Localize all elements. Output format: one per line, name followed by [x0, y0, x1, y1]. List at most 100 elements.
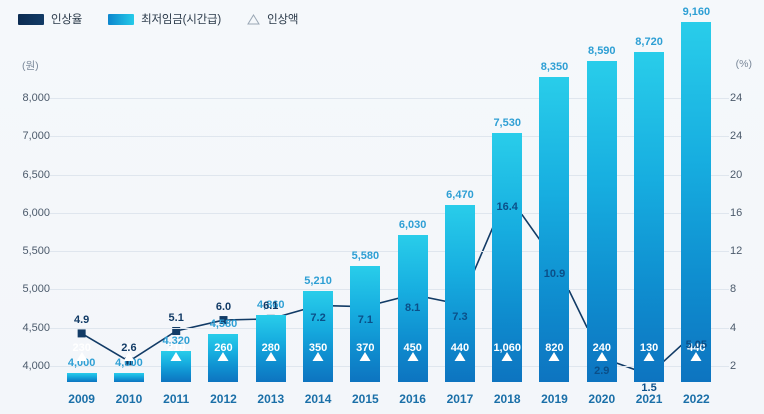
increase-caret-icon — [312, 348, 324, 366]
chart-column[interactable]: 4,860 280 6.1 2013 — [247, 82, 294, 406]
square-cyan-swatch-icon — [108, 13, 135, 25]
chart-legend: 인상율 최저임금(시간급) 인상액 — [18, 8, 298, 30]
gridline — [58, 98, 720, 99]
wage-value-label: 6,030 — [398, 219, 427, 232]
increase-caret-icon — [123, 348, 135, 366]
left-tick-mark — [50, 251, 59, 253]
increase-caret-icon — [690, 348, 702, 366]
increase-caret-icon — [217, 348, 229, 366]
rate-value-label: 8.1 — [404, 301, 421, 314]
right-tick-mark — [720, 98, 729, 99]
y-axis-tick-label-right: 24 — [730, 130, 743, 143]
x-axis-year-label: 2010 — [115, 392, 143, 406]
gridline — [58, 174, 720, 176]
wage-bar[interactable] — [350, 265, 381, 382]
increase-amount-label: 230 — [72, 342, 91, 354]
chart-column[interactable]: 8,590 240 2.9 2020 — [578, 45, 625, 406]
right-tick-mark — [720, 212, 729, 214]
wage-bar[interactable] — [66, 373, 97, 382]
rate-value-label: 7.2 — [310, 312, 326, 325]
increase-amount-label: 110 — [120, 342, 138, 354]
y-axis-tick-label-left: 8,000 — [22, 92, 50, 104]
chart-column[interactable]: 5,580 370 7.1 2015 — [342, 82, 389, 406]
rate-value-label: 4.9 — [73, 314, 90, 327]
x-axis-year-label: 2011 — [163, 392, 190, 406]
wage-value-label: 8,350 — [540, 61, 569, 74]
increase-amount-label: 240 — [592, 342, 611, 354]
gridline — [58, 212, 720, 214]
increase-amount-label: 210 — [167, 342, 186, 354]
left-tick-mark — [50, 327, 59, 329]
right-tick-mark — [720, 366, 729, 367]
right-tick-mark — [720, 289, 729, 291]
x-axis-year-label: 2012 — [210, 392, 237, 406]
left-tick-mark — [50, 289, 59, 291]
rate-value-label: 7.1 — [357, 313, 373, 326]
chart-column[interactable]: 9,160 440 5.05 2022 — [673, 6, 720, 406]
increase-amount-label: 350 — [308, 342, 328, 354]
wage-value-label: 5,210 — [304, 274, 332, 287]
increase-caret-icon — [170, 348, 182, 366]
wage-value-label: 7,530 — [493, 117, 521, 130]
plot-area: 8,000 24 7,000 24 6,500 20 6,000 16 5,500 12 5,000… — [22, 6, 742, 406]
increase-amount-label: 820 — [545, 342, 564, 354]
right-tick-mark — [720, 327, 729, 329]
chart-column[interactable]: 4,320 210 5.1 2011 — [153, 82, 200, 406]
increase-amount-label: 280 — [261, 342, 280, 354]
triangle-outline-icon — [247, 13, 260, 25]
chart-column[interactable]: 4,580 260 6.0 2012 — [200, 82, 247, 406]
legend-item-rate[interactable]: 인상율 — [18, 11, 82, 27]
gridline — [58, 327, 720, 329]
rate-value-label: 5.1 — [168, 311, 184, 324]
increase-caret-icon — [548, 348, 560, 366]
x-axis-year-label: 2017 — [446, 392, 474, 406]
wage-bar[interactable] — [492, 133, 523, 382]
chart-column[interactable]: 4,000 230 4.9 2009 — [58, 82, 105, 406]
chart-column[interactable]: 5,210 350 7.2 2014 — [294, 82, 341, 406]
chart-column[interactable]: 4,000 110 2.6 2010 — [105, 82, 152, 406]
rate-value-label: 2.6 — [121, 342, 137, 355]
left-tick-mark — [50, 212, 59, 214]
wage-value-label: 4,860 — [257, 298, 285, 311]
wage-bar[interactable] — [539, 77, 570, 382]
increase-caret-icon — [76, 348, 88, 366]
left-tick-mark — [50, 366, 59, 367]
wage-value-label: 4,320 — [162, 335, 190, 348]
legend-item-amount[interactable]: 인상액 — [247, 11, 298, 27]
x-axis-year-label: 2009 — [68, 392, 95, 406]
legend-label-rate: 인상율 — [51, 14, 83, 26]
wage-bar[interactable] — [303, 290, 334, 382]
chart-column[interactable]: 8,720 130 1.5 2021 — [625, 36, 672, 406]
increase-amount-label: 440 — [687, 342, 706, 354]
increase-amount-label: 260 — [214, 342, 233, 354]
y-axis-tick-label-right: 24 — [730, 92, 743, 104]
chart-column[interactable]: 7,530 1,060 16.4 2018 — [484, 82, 531, 406]
chart-column[interactable]: 8,350 820 10.9 2019 — [531, 61, 578, 406]
wage-bar[interactable] — [113, 373, 144, 382]
wage-bar[interactable] — [255, 314, 286, 382]
chart-column[interactable]: 6,470 440 7.3 2017 — [436, 82, 483, 406]
y-axis-tick-label-left: 4,500 — [22, 321, 50, 334]
increase-caret-icon — [643, 348, 655, 366]
y-axis-tick-label-left: 5,500 — [22, 245, 50, 258]
chart-column[interactable]: 6,030 450 8.1 2016 — [389, 82, 436, 406]
rate-value-label: 6.0 — [215, 301, 232, 314]
rate-value-label: 1.5 — [641, 381, 657, 394]
wage-value-label: 8,720 — [635, 36, 663, 49]
right-tick-mark — [720, 136, 729, 138]
y-axis-tick-label-right: 2 — [730, 360, 737, 372]
wage-bar[interactable] — [586, 60, 617, 382]
rate-value-label: 5.05 — [685, 338, 708, 351]
legend-label-wage: 최저임금(시간급) — [141, 14, 222, 26]
wage-bar[interactable] — [634, 52, 665, 382]
legend-item-wage[interactable]: 최저임금(시간급) — [108, 11, 221, 27]
wage-value-label: 4,000 — [115, 357, 143, 370]
left-tick-mark — [50, 136, 59, 138]
y-axis-tick-label-right: 20 — [730, 168, 743, 181]
wage-value-label: 9,160 — [682, 6, 711, 19]
increase-amount-label: 440 — [450, 342, 470, 354]
wage-bar[interactable] — [681, 22, 712, 382]
right-tick-mark — [720, 174, 729, 176]
increase-amount-label: 370 — [356, 342, 375, 354]
